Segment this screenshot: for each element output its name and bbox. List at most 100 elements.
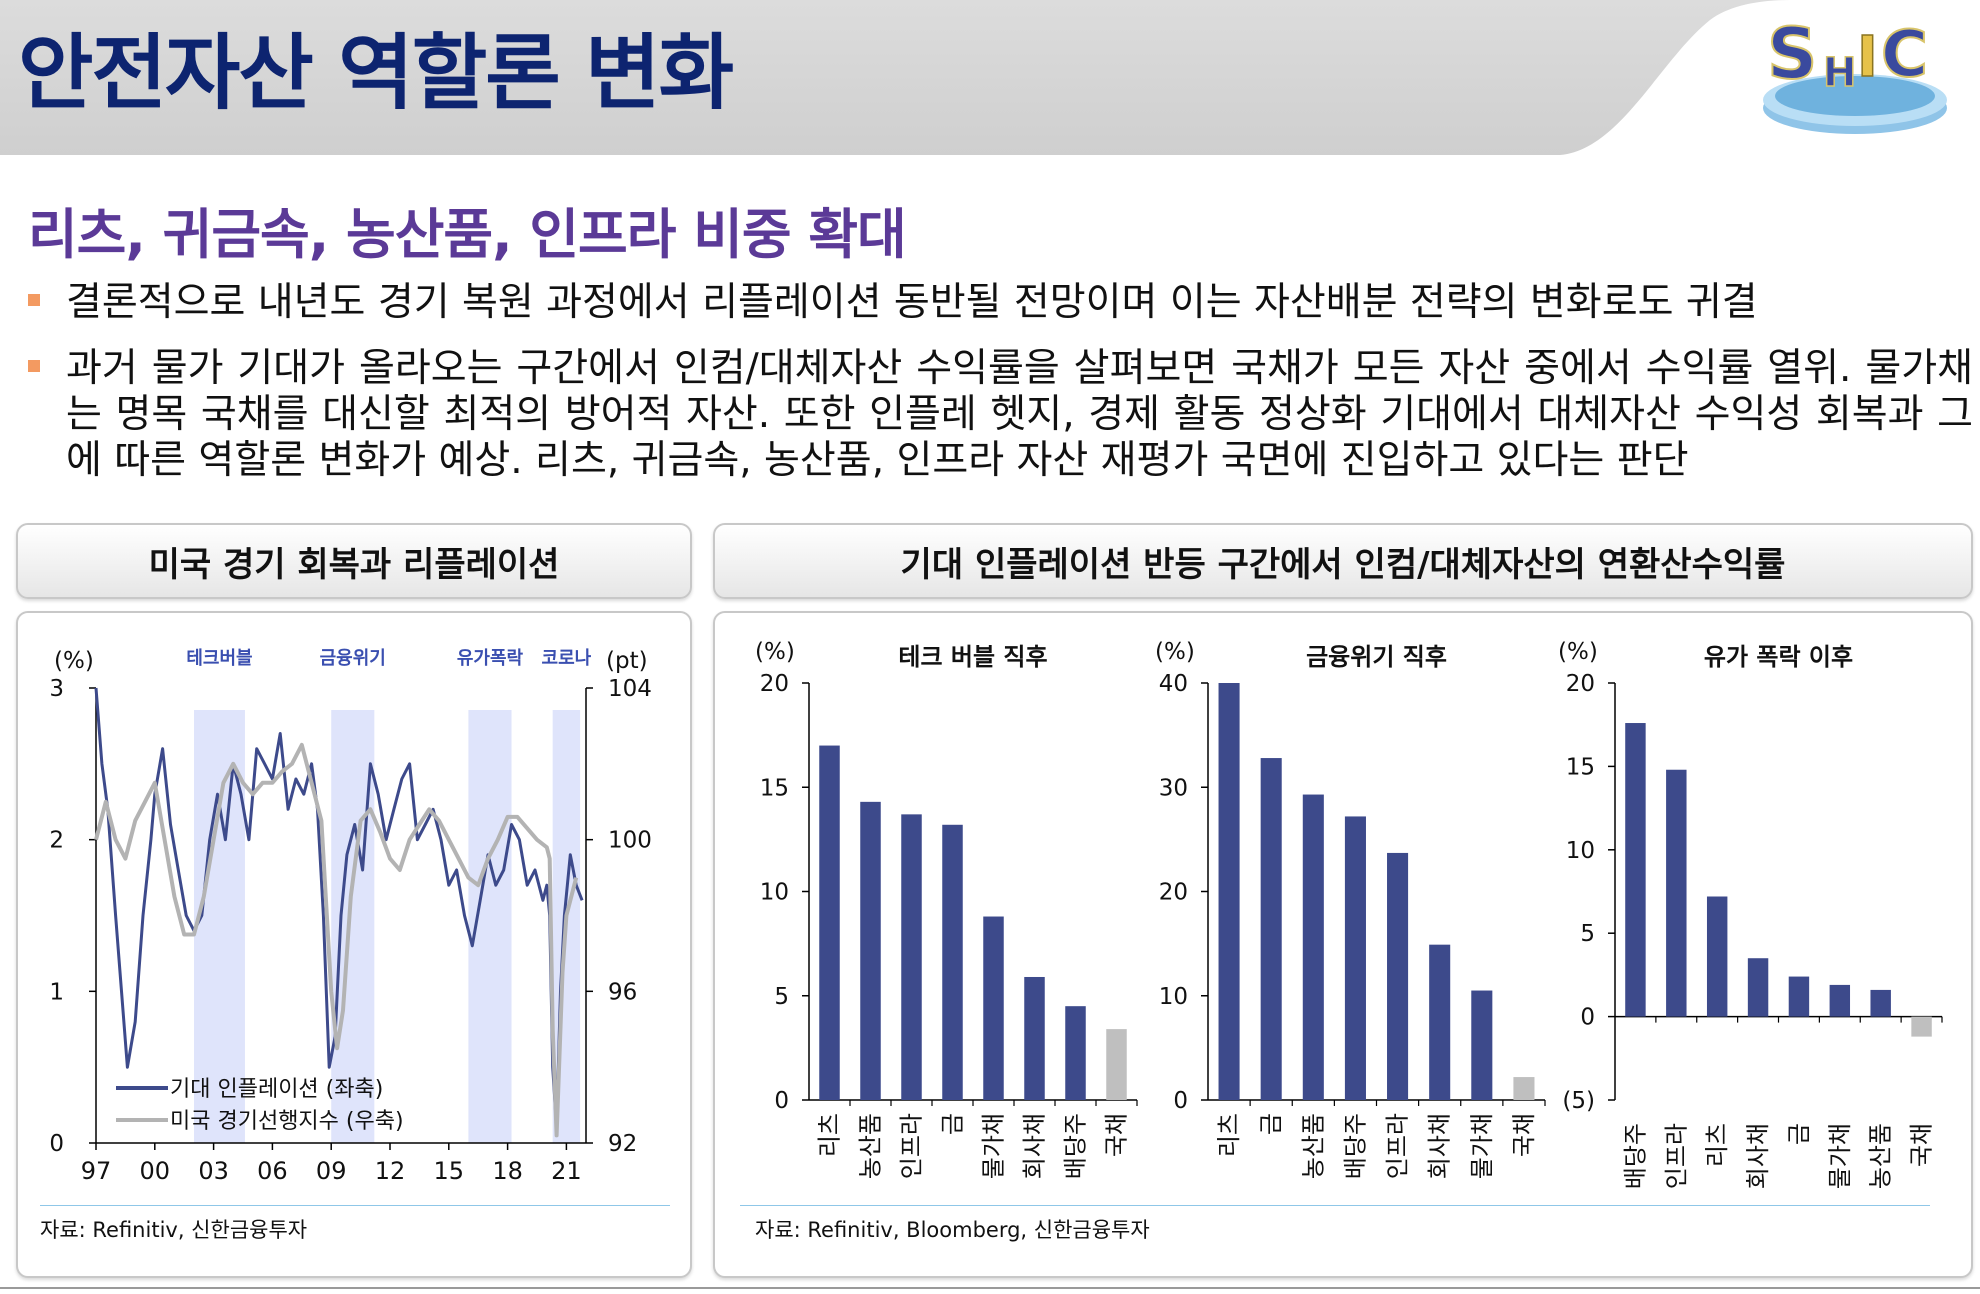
bar xyxy=(1218,683,1240,1100)
category-label: 국채 xyxy=(1103,1113,1131,1157)
category-label: 국채 xyxy=(1510,1113,1538,1157)
bullet-text: 과거 물가 기대가 올라오는 구간에서 인컴/대체자산 수익률을 살펴보면 국채… xyxy=(66,346,1973,483)
y-tick-label: 0 xyxy=(1173,1088,1188,1114)
category-label: 리츠 xyxy=(1703,1123,1731,1167)
shic-logo: S H I C xyxy=(1763,12,1947,134)
legend-label: 기대 인플레이션 (좌축) xyxy=(170,1077,383,1102)
svg-text:S: S xyxy=(1767,13,1817,95)
category-label: 인프라 xyxy=(898,1113,926,1179)
category-label: 농산품 xyxy=(857,1113,885,1179)
svg-text:H: H xyxy=(1823,50,1856,96)
right-source: 자료: Refinitiv, Bloomberg, 신한금융투자 xyxy=(755,1218,1150,1242)
y-tick-label: 15 xyxy=(760,775,789,801)
bullet-marker-icon xyxy=(28,360,40,372)
bar xyxy=(1387,852,1409,1100)
x-tick-label: 00 xyxy=(140,1157,171,1185)
right-tick-label: 92 xyxy=(608,1131,637,1157)
x-tick-label: 97 xyxy=(81,1157,112,1185)
y-tick-label: 20 xyxy=(1566,671,1595,697)
series-line xyxy=(94,687,584,1130)
period-label: 유가폭락 xyxy=(457,648,524,669)
bar xyxy=(1788,976,1810,1017)
x-tick-label: 03 xyxy=(198,1157,229,1185)
x-tick-label: 15 xyxy=(434,1157,465,1185)
bar xyxy=(1106,1029,1127,1100)
left-source-divider xyxy=(40,1205,670,1206)
category-label: 농산품 xyxy=(1867,1123,1895,1189)
category-label: 리츠 xyxy=(816,1113,844,1157)
category-label: 배당주 xyxy=(1341,1113,1369,1179)
bar-charts: (%) 테크 버블 직후 0 5 10 15 20 리츠 농산품 인프라 금 물가채 회사채 배당주 국채 (… xyxy=(755,639,1943,1189)
category-label: 금 xyxy=(939,1113,967,1135)
x-tick-label: 09 xyxy=(316,1157,347,1185)
bar xyxy=(860,801,881,1100)
left-source: 자료: Refinitiv, 신한금융투자 xyxy=(40,1218,308,1242)
bar xyxy=(983,916,1004,1100)
bar-chart-title: 테크 버블 직후 xyxy=(898,643,1047,671)
unit-label: (%) xyxy=(1155,639,1195,665)
right-tick-label: 104 xyxy=(608,676,652,702)
y-tick-label: 30 xyxy=(1159,775,1188,801)
category-label: 물가채 xyxy=(1826,1123,1854,1189)
category-label: 인프라 xyxy=(1662,1123,1690,1189)
svg-text:C: C xyxy=(1881,18,1928,92)
bar xyxy=(819,745,840,1100)
page-title: 안전자산 역할론 변화 xyxy=(18,26,734,121)
bullet-marker-icon xyxy=(28,294,40,306)
category-label: 회사채 xyxy=(1021,1113,1049,1179)
bar xyxy=(1625,723,1646,1017)
category-label: 금 xyxy=(1257,1113,1285,1135)
y-tick-label: 15 xyxy=(1566,754,1595,780)
category-label: 리츠 xyxy=(1215,1113,1243,1157)
y-tick-label: 10 xyxy=(1566,838,1595,864)
bar xyxy=(1829,984,1851,1017)
category-label: 금 xyxy=(1785,1123,1813,1145)
bar xyxy=(1024,976,1045,1100)
bar-chart-title: 유가 폭락 이후 xyxy=(1704,643,1853,671)
period-label: 금융위기 xyxy=(320,648,386,669)
bar xyxy=(1471,990,1493,1100)
right-unit-label: (pt) xyxy=(606,648,648,674)
y-tick-label: 0 xyxy=(1580,1005,1595,1031)
y-tick-label: 10 xyxy=(760,880,789,906)
y-tick-label: 40 xyxy=(1159,671,1188,697)
bullet-item: 과거 물가 기대가 올라오는 구간에서 인컴/대체자산 수익률을 살펴보면 국채… xyxy=(28,346,1973,484)
legend-label: 미국 경기선행지수 (우축) xyxy=(170,1109,404,1134)
x-tick-label: 18 xyxy=(492,1157,523,1185)
y-tick-label: (5) xyxy=(1562,1088,1595,1114)
y-tick-label: 20 xyxy=(760,671,789,697)
bar xyxy=(1747,958,1769,1017)
left-tick-label: 1 xyxy=(49,979,64,1005)
bar xyxy=(1911,1016,1932,1037)
category-label: 인프라 xyxy=(1384,1113,1412,1179)
shaded-period xyxy=(331,710,375,1143)
bar xyxy=(1260,758,1282,1100)
period-label: 코로나 xyxy=(542,648,592,669)
series-line xyxy=(94,742,579,1138)
x-tick-label: 12 xyxy=(375,1157,406,1185)
left-unit-label: (%) xyxy=(54,648,94,674)
bar xyxy=(1302,794,1324,1100)
category-label: 회사채 xyxy=(1426,1113,1454,1179)
left-tick-label: 2 xyxy=(49,828,64,854)
y-tick-label: 10 xyxy=(1159,984,1188,1010)
bar xyxy=(1706,896,1728,1017)
category-label: 물가채 xyxy=(980,1113,1008,1179)
bullet-item: 결론적으로 내년도 경기 복원 과정에서 리플레이션 동반될 전망이며 이는 자… xyxy=(28,280,1973,326)
bar xyxy=(1666,769,1687,1017)
left-tick-label: 0 xyxy=(49,1131,64,1157)
y-tick-label: 0 xyxy=(774,1088,789,1114)
y-tick-label: 5 xyxy=(774,984,789,1010)
y-tick-label: 5 xyxy=(1580,921,1595,947)
section-subtitle: 리츠, 귀금속, 농산품, 인프라 비중 확대 xyxy=(28,203,907,266)
unit-label: (%) xyxy=(755,639,795,665)
bar xyxy=(1065,1006,1086,1100)
right-source-divider xyxy=(740,1205,1930,1206)
category-label: 배당주 xyxy=(1062,1113,1090,1179)
x-tick-label: 21 xyxy=(551,1157,582,1185)
bar xyxy=(1870,989,1891,1017)
category-label: 농산품 xyxy=(1299,1113,1327,1179)
unit-label: (%) xyxy=(1558,639,1598,665)
right-tick-label: 100 xyxy=(608,828,652,854)
